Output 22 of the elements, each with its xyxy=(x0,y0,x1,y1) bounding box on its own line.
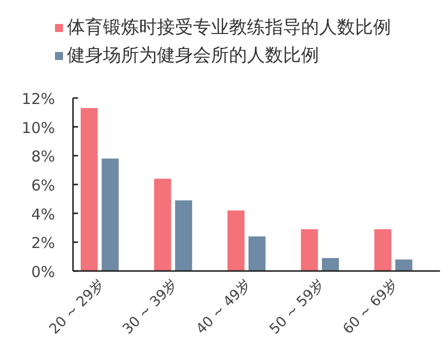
x-tick-label: 60 ~ 69岁 xyxy=(340,276,402,338)
x-tick-label: 40 ~ 49岁 xyxy=(193,276,254,338)
bar xyxy=(248,236,266,271)
y-tick-label: 12% xyxy=(22,90,55,108)
legend-label: 健身场所为健身会所的人数比例 xyxy=(67,45,319,66)
y-tick-label: 2% xyxy=(31,234,55,252)
bar xyxy=(228,210,244,271)
bar xyxy=(154,178,172,271)
x-tick-label: 30 ~ 39岁 xyxy=(120,276,181,338)
bar xyxy=(395,259,412,271)
bar xyxy=(102,158,119,271)
y-tick-label: 4% xyxy=(31,205,55,224)
y-tick-label: 8% xyxy=(31,148,55,166)
x-tick-label: 50 ~ 59岁 xyxy=(266,276,328,338)
y-tick-label: 10% xyxy=(22,118,55,137)
bar xyxy=(175,200,192,271)
bar xyxy=(80,108,98,271)
legend-label: 体育锻炼时接受专业教练指导的人数比例 xyxy=(67,17,391,38)
bar xyxy=(374,229,392,271)
bar xyxy=(300,229,318,271)
y-tick-label: 6% xyxy=(31,176,55,194)
bar xyxy=(322,258,339,271)
